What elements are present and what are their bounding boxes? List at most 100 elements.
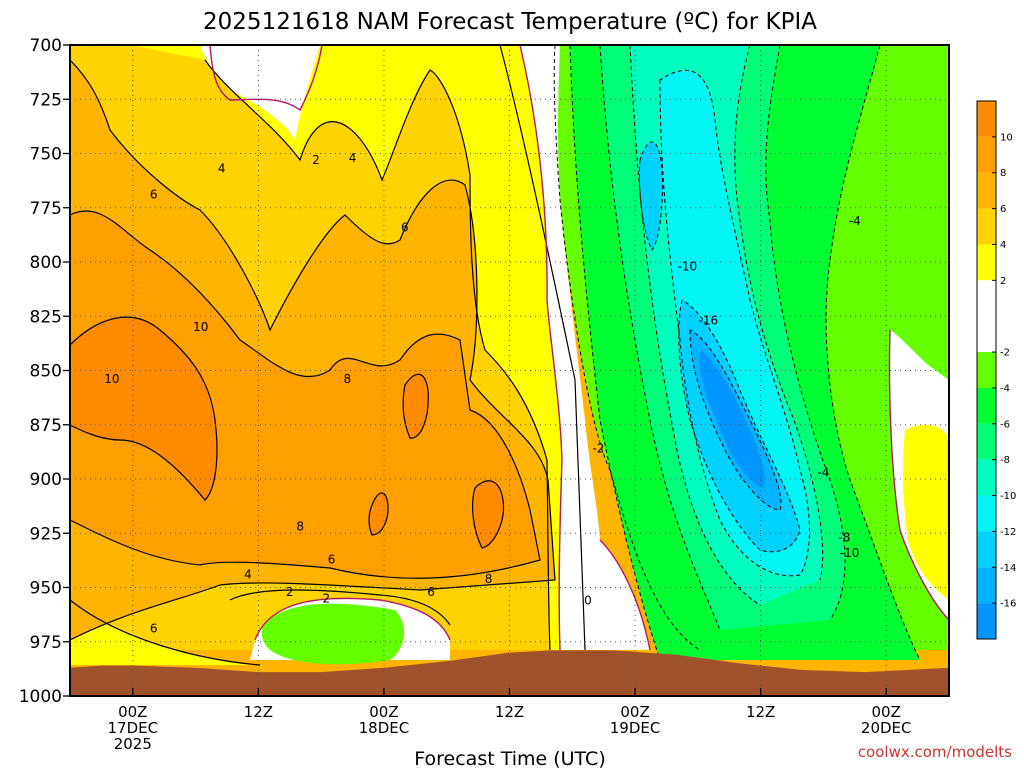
x-tick-label-0-1: 17DEC xyxy=(107,719,158,737)
contour-label-15: 6 xyxy=(150,622,158,636)
x-tick-label-0-0: 00Z xyxy=(118,703,147,721)
y-tick-label-4: 800 xyxy=(30,253,62,273)
band-10-12 xyxy=(70,317,504,548)
colorbar-band-6 xyxy=(977,352,996,388)
colorbar-band-2 xyxy=(977,172,996,209)
credit-text[interactable]: coolwx.com/modelts xyxy=(858,743,1012,761)
contour-label-2: 4 xyxy=(349,151,357,165)
x-tick-label-3-0: 12Z xyxy=(495,703,524,721)
y-tick-label-7: 875 xyxy=(30,416,62,436)
band-cold-pocket-bottom xyxy=(261,603,405,665)
contour-label-18: -10 xyxy=(678,259,698,273)
colorbar-band-7 xyxy=(977,387,996,424)
colorbar-band-12 xyxy=(977,567,996,604)
colorbar-label-2: 6 xyxy=(1000,204,1006,215)
terrain-surface xyxy=(70,650,949,696)
contour-label-23: -10 xyxy=(840,546,860,560)
x-tick-label-6-1: 20DEC xyxy=(861,719,912,737)
colorbar-label-1: 8 xyxy=(1000,168,1006,179)
colorbar-frame xyxy=(976,100,997,640)
contour-label-0: 2 xyxy=(312,153,320,167)
contour-label-17: 0 xyxy=(584,594,592,608)
band-minus16-minus18 xyxy=(699,350,765,488)
y-tick-label-0: 700 xyxy=(30,36,62,56)
colorbar-label-6: -4 xyxy=(1000,383,1010,394)
colorbar-label-3: 4 xyxy=(1000,240,1006,251)
contour-label-12: 2 xyxy=(323,591,331,605)
contour-label-9: 6 xyxy=(328,552,336,566)
contour-label-4: 6 xyxy=(401,220,409,234)
y-tick-label-1: 725 xyxy=(30,90,62,110)
chart-title: 2025121618 NAM Forecast Temperature (ºC)… xyxy=(203,9,817,35)
x-tick-label-6-0: 00Z xyxy=(872,703,901,721)
zero-contours xyxy=(209,45,949,651)
x-tick-label-4-0: 00Z xyxy=(620,703,649,721)
contour-label-7: 8 xyxy=(343,372,351,386)
contour-label-19: -16 xyxy=(699,314,719,328)
y-tick-label-8: 900 xyxy=(30,470,62,490)
contour-label-1: 4 xyxy=(218,162,226,176)
gridlines xyxy=(70,45,949,696)
colorbar-label-10: -12 xyxy=(1000,527,1016,538)
colorbar-label-7: -6 xyxy=(1000,419,1010,430)
colorbar-band-4 xyxy=(977,244,996,281)
x-tick-label-1-0: 12Z xyxy=(244,703,273,721)
contour-label-22: -8 xyxy=(838,531,850,545)
colorbar-label-4: 2 xyxy=(1000,276,1006,287)
contour-label-13: 6 xyxy=(427,585,435,599)
contour-label-3: 6 xyxy=(150,188,158,202)
x-tick-label-2-0: 00Z xyxy=(369,703,398,721)
warm-contours xyxy=(70,45,586,666)
band-warm-pocket-right xyxy=(903,424,949,600)
colorbar-band-11 xyxy=(977,531,996,568)
colorbar-band-3 xyxy=(977,208,996,245)
y-tick-label-3: 775 xyxy=(30,199,62,219)
contour-label-10: 4 xyxy=(244,567,252,581)
colorbar: 10 8 6 4 2 -2 -4 -6 -8 -10 -12 -14 -16 xyxy=(976,100,1016,640)
contour-label-16: -2 xyxy=(592,442,604,456)
cold-contours xyxy=(553,45,921,661)
contour-label-14: 8 xyxy=(485,572,493,586)
plot-area xyxy=(70,45,949,696)
colorbar-band-10 xyxy=(977,495,996,532)
contour-label-6: 10 xyxy=(104,372,119,386)
colorbar-band-8 xyxy=(977,423,996,460)
contour-label-20: -4 xyxy=(849,214,861,228)
x-tick-label-2-1: 18DEC xyxy=(359,719,410,737)
band-8-10 xyxy=(70,210,540,579)
band-zero-zone xyxy=(520,45,650,650)
y-tick-label-12: 1000 xyxy=(19,687,62,707)
y-tick-label-5: 825 xyxy=(30,307,62,327)
band-2-4 xyxy=(70,45,578,665)
contour-label-11: 2 xyxy=(286,585,294,599)
x-tick-label-5-0: 12Z xyxy=(746,703,775,721)
colorbar-label-12: -16 xyxy=(1000,599,1016,610)
band-minus10-minus12 xyxy=(660,70,810,576)
colorbar-band-0 xyxy=(977,101,996,137)
contour-label-5: 10 xyxy=(193,320,208,334)
y-tick-label-11: 975 xyxy=(30,633,62,653)
x-axis-label: Forecast Time (UTC) xyxy=(414,748,605,768)
y-tick-label-6: 850 xyxy=(30,362,62,382)
y-tick-label-9: 925 xyxy=(30,524,62,544)
x-tick-label-0-2: 2025 xyxy=(114,735,152,753)
colorbar-label-9: -10 xyxy=(1000,491,1016,502)
colorbar-band-5 xyxy=(977,280,996,353)
y-tick-label-2: 750 xyxy=(30,145,62,165)
colorbar-band-9 xyxy=(977,459,996,496)
x-tick-label-4-1: 19DEC xyxy=(610,719,661,737)
colorbar-label-8: -8 xyxy=(1000,455,1010,466)
band-top-white-pocket xyxy=(200,45,320,140)
contour-label-21: -4 xyxy=(817,465,829,479)
y-axis: 700 725 750 775 800 825 850 875 900 925 950 975 1000 xyxy=(19,36,70,707)
y-tick-label-10: 950 xyxy=(30,579,62,599)
colorbar-label-5: -2 xyxy=(1000,348,1010,359)
colorbar-band-1 xyxy=(977,136,996,173)
colorbar-label-11: -14 xyxy=(1000,563,1016,574)
colorbar-label-0: 10 xyxy=(1000,132,1013,143)
colorbar-band-13 xyxy=(977,603,996,639)
contour-label-8: 8 xyxy=(296,520,304,534)
